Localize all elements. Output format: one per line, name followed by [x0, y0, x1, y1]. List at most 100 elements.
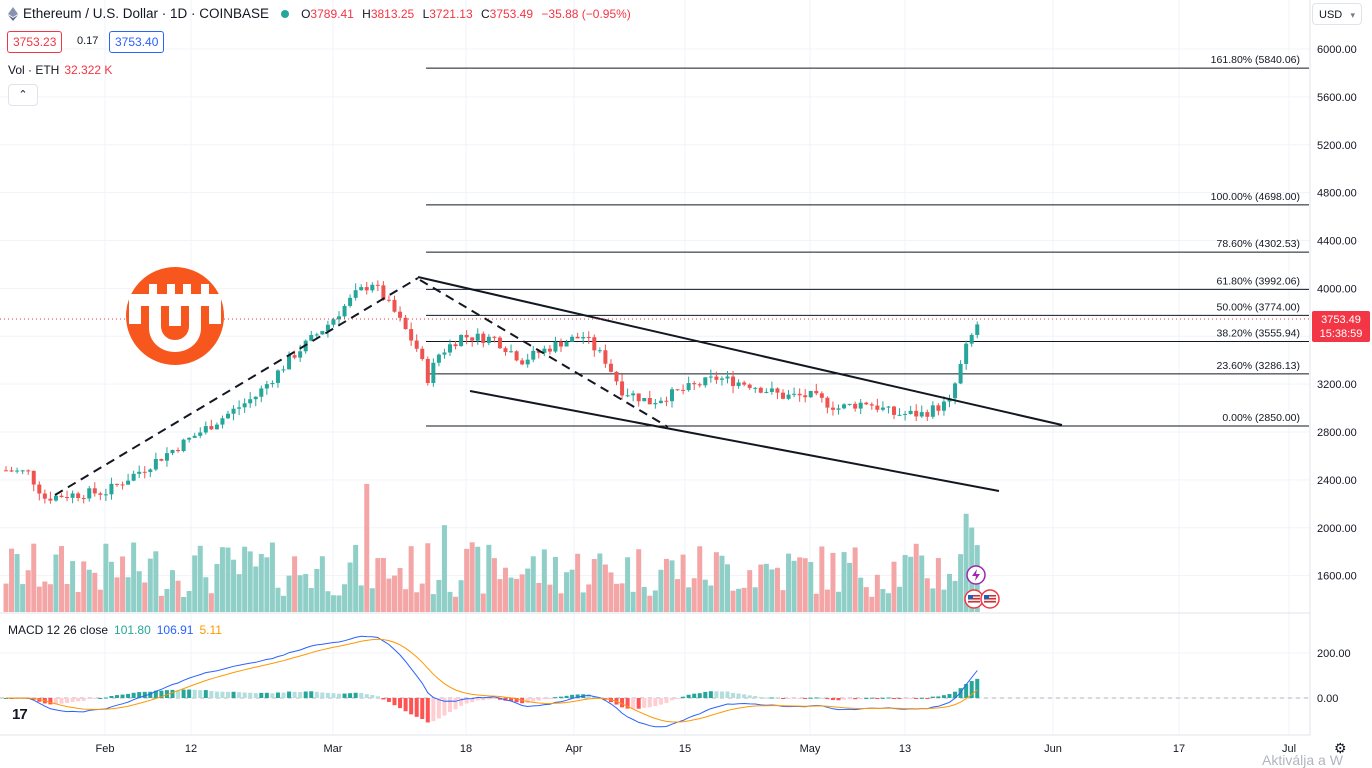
macd-histogram-bar — [270, 693, 275, 698]
currency-selector[interactable]: USD ▾ — [1312, 3, 1362, 25]
macd-histogram-bar — [231, 691, 236, 698]
volume-bar — [114, 577, 120, 612]
candle-body — [919, 412, 924, 417]
macd-histogram-bar — [414, 698, 419, 717]
gear-icon[interactable]: ⚙ — [1334, 740, 1347, 756]
macd-legend[interactable]: MACD 12 26 close 101.80 106.91 5.11 — [8, 623, 222, 637]
macd-histogram-bar — [769, 697, 774, 699]
macd-histogram-bar — [564, 695, 569, 698]
volume-bar — [808, 561, 814, 612]
candle-body — [192, 435, 197, 438]
candle-body — [9, 470, 14, 472]
macd-histogram-bar — [98, 697, 103, 699]
time-tick-label: Jun — [1044, 743, 1062, 755]
candle-body — [681, 389, 686, 391]
macd-histogram-bar — [370, 695, 375, 698]
candle-body — [781, 392, 785, 399]
candle-body — [381, 285, 386, 300]
candle-body — [364, 287, 369, 291]
macd-histogram-bar — [103, 697, 108, 699]
candle-body — [769, 388, 774, 392]
candle-body — [370, 284, 375, 291]
volume-bar — [858, 577, 864, 612]
candle-body — [731, 376, 736, 387]
low-value: 3721.13 — [429, 6, 473, 21]
volume-bar — [247, 551, 253, 612]
volume-bar — [503, 567, 508, 612]
candle-body — [403, 317, 408, 330]
volume-bar — [491, 558, 497, 612]
volume-bar — [780, 590, 786, 612]
macd-histogram-bar — [325, 692, 330, 698]
candle-body — [564, 341, 569, 347]
candle-body — [764, 391, 769, 393]
volume-bar — [813, 593, 819, 612]
macd-histogram-bar — [53, 698, 58, 705]
candle-body — [26, 470, 31, 472]
candle-body — [287, 355, 292, 370]
candle-body — [647, 398, 652, 405]
volume-bar — [713, 552, 719, 612]
volume-bar — [31, 543, 37, 612]
symbol-title[interactable]: Ethereum / U.S. Dollar · 1D · COINBASE — [23, 6, 270, 21]
candle-body — [553, 341, 558, 352]
candle-body — [420, 348, 425, 359]
candle-body — [359, 287, 364, 291]
macd-histogram-bar — [642, 698, 647, 708]
volume-bar — [458, 580, 464, 612]
price-tick-label: 2800.00 — [1317, 427, 1357, 439]
volume-bar — [763, 563, 769, 612]
chevron-down-icon: ▾ — [1350, 10, 1355, 20]
macd-histogram-bar — [492, 698, 497, 699]
macd-histogram-bar — [409, 698, 414, 715]
candle-body — [775, 388, 780, 393]
tradingview-logo[interactable]: 17 — [12, 706, 28, 723]
volume-bar — [81, 561, 87, 612]
volume-bar — [924, 578, 930, 612]
volume-legend[interactable]: Vol · ETH 32.322 K — [8, 63, 112, 77]
current-price-tag: 3753.49 15:38:59 — [1312, 311, 1370, 342]
candle-body — [292, 355, 297, 358]
volume-bar — [958, 554, 964, 612]
macd-histogram-bar — [964, 683, 969, 698]
candle-body — [436, 354, 441, 363]
sell-price-button[interactable]: 3753.23 — [7, 31, 63, 53]
candle-body — [880, 407, 885, 410]
candle-body — [153, 458, 158, 470]
rising-trendline — [54, 277, 419, 496]
candle-body — [914, 410, 919, 417]
macd-histogram-bar — [214, 691, 219, 698]
candle-body — [87, 488, 92, 499]
volume-bar — [3, 583, 9, 612]
price-tick-label: 5200.00 — [1317, 140, 1357, 152]
collapse-legend-button[interactable]: ⌃ — [8, 84, 38, 106]
macd-histogram-bar — [781, 698, 785, 699]
volume-bar — [486, 544, 492, 612]
macd-histogram-bar — [359, 692, 364, 698]
candle-body — [337, 316, 341, 320]
volume-bar — [758, 564, 764, 612]
candle-body — [120, 484, 125, 486]
symbol-header[interactable]: Ethereum / U.S. Dollar · 1D · COINBASE O… — [8, 6, 631, 21]
candle-body — [242, 403, 247, 408]
open-value: 3789.41 — [310, 6, 354, 21]
candle-body — [209, 426, 214, 430]
volume-bar — [480, 593, 486, 612]
candle-body — [736, 382, 741, 387]
price-tick-label: 5600.00 — [1317, 92, 1357, 104]
buy-price-button[interactable]: 3753.40 — [109, 31, 165, 53]
candle-body — [836, 408, 841, 410]
macd-histogram-bar — [259, 692, 264, 698]
time-axis-labels: Feb 12 Mar 18 Apr 15 May 13 Jun 17 Jul — [96, 743, 1297, 755]
macd-histogram-bar — [337, 693, 341, 698]
macd-histogram-bar — [303, 691, 308, 698]
macd-histogram-bar — [398, 698, 403, 709]
candle-body — [742, 382, 747, 385]
macd-histogram-bar — [170, 689, 175, 698]
candle-body — [453, 344, 458, 347]
macd-axis-labels: 200.00 0.00 — [1317, 648, 1351, 705]
candle-body — [636, 393, 641, 402]
candle-body — [830, 407, 835, 410]
candle-body — [631, 393, 636, 396]
